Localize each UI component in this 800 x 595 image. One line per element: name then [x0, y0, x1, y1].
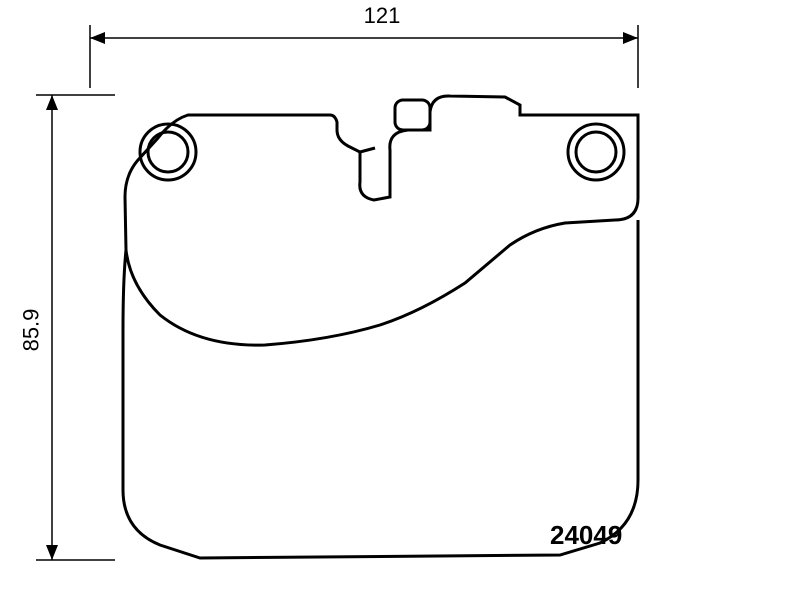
dimension-width — [90, 25, 638, 88]
left-mounting-hole — [140, 124, 196, 180]
dimension-width-label: 121 — [364, 3, 401, 29]
part-number: 24049 — [550, 520, 622, 551]
brake-pad-outline — [123, 96, 638, 558]
dimension-height-label: 85.9 — [18, 309, 44, 352]
drawing-canvas — [0, 0, 800, 595]
right-mounting-hole — [568, 124, 624, 180]
center-slot — [395, 100, 430, 130]
dimension-height — [36, 95, 115, 560]
